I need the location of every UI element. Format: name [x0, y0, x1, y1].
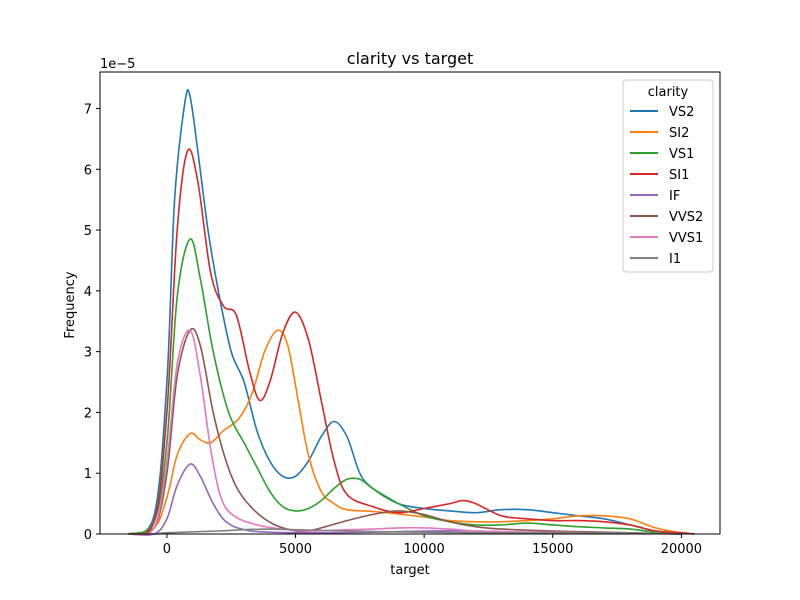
- y-offset-label: 1e−5: [100, 57, 135, 72]
- series-line-si1: [127, 148, 695, 536]
- series-line-vvs1: [128, 329, 682, 536]
- legend-label-if: IF: [669, 189, 680, 204]
- y-axis-label: Frequency: [63, 271, 78, 338]
- x-tick-label: 20000: [661, 542, 702, 557]
- legend-label-si1: SI1: [669, 168, 689, 183]
- axis-ticks: 0 5000 10000 15000 20000 0 1 2 3 4 5 6 7: [84, 102, 702, 557]
- series-lines: [127, 89, 695, 536]
- legend-label-i1: I1: [669, 252, 681, 267]
- y-tick-label: 4: [84, 285, 92, 300]
- x-tick-label: 5000: [279, 542, 312, 557]
- x-axis-label: target: [390, 563, 430, 578]
- y-tick-label: 2: [84, 406, 92, 421]
- legend-label-si2: SI2: [669, 126, 689, 141]
- legend-label-vvs2: VVS2: [669, 210, 703, 225]
- legend-box: [622, 79, 714, 273]
- y-tick-label: 1: [84, 467, 92, 482]
- x-tick-label: 0: [163, 542, 171, 557]
- legend-label-vs1: VS1: [669, 147, 694, 162]
- series-line-vs1: [127, 238, 682, 535]
- chart-title: clarity vs target: [347, 49, 473, 68]
- legend-items: VS2 SI2 VS1 SI1 IF VVS2 VVS1 I1: [630, 105, 703, 267]
- plot-frame: [99, 71, 721, 535]
- legend-title: clarity: [648, 85, 689, 100]
- series-line-i1: [128, 528, 682, 535]
- series-line-vvs2: [128, 327, 682, 536]
- legend: clarity VS2 SI2 VS1 SI1 IF VVS2 VVS1 I1: [622, 79, 714, 273]
- legend-label-vvs1: VVS1: [669, 231, 703, 246]
- series-line-si2: [128, 329, 695, 535]
- series-line-vs2: [127, 89, 695, 535]
- legend-label-vs2: VS2: [669, 105, 694, 120]
- y-tick-label: 5: [84, 224, 92, 239]
- x-tick-label: 10000: [403, 542, 444, 557]
- y-tick-label: 3: [84, 346, 92, 361]
- y-tick-label: 7: [84, 102, 92, 117]
- y-tick-label: 6: [84, 163, 92, 178]
- y-tick-label: 0: [84, 528, 92, 543]
- series-line-if: [128, 463, 682, 536]
- x-tick-label: 15000: [532, 542, 573, 557]
